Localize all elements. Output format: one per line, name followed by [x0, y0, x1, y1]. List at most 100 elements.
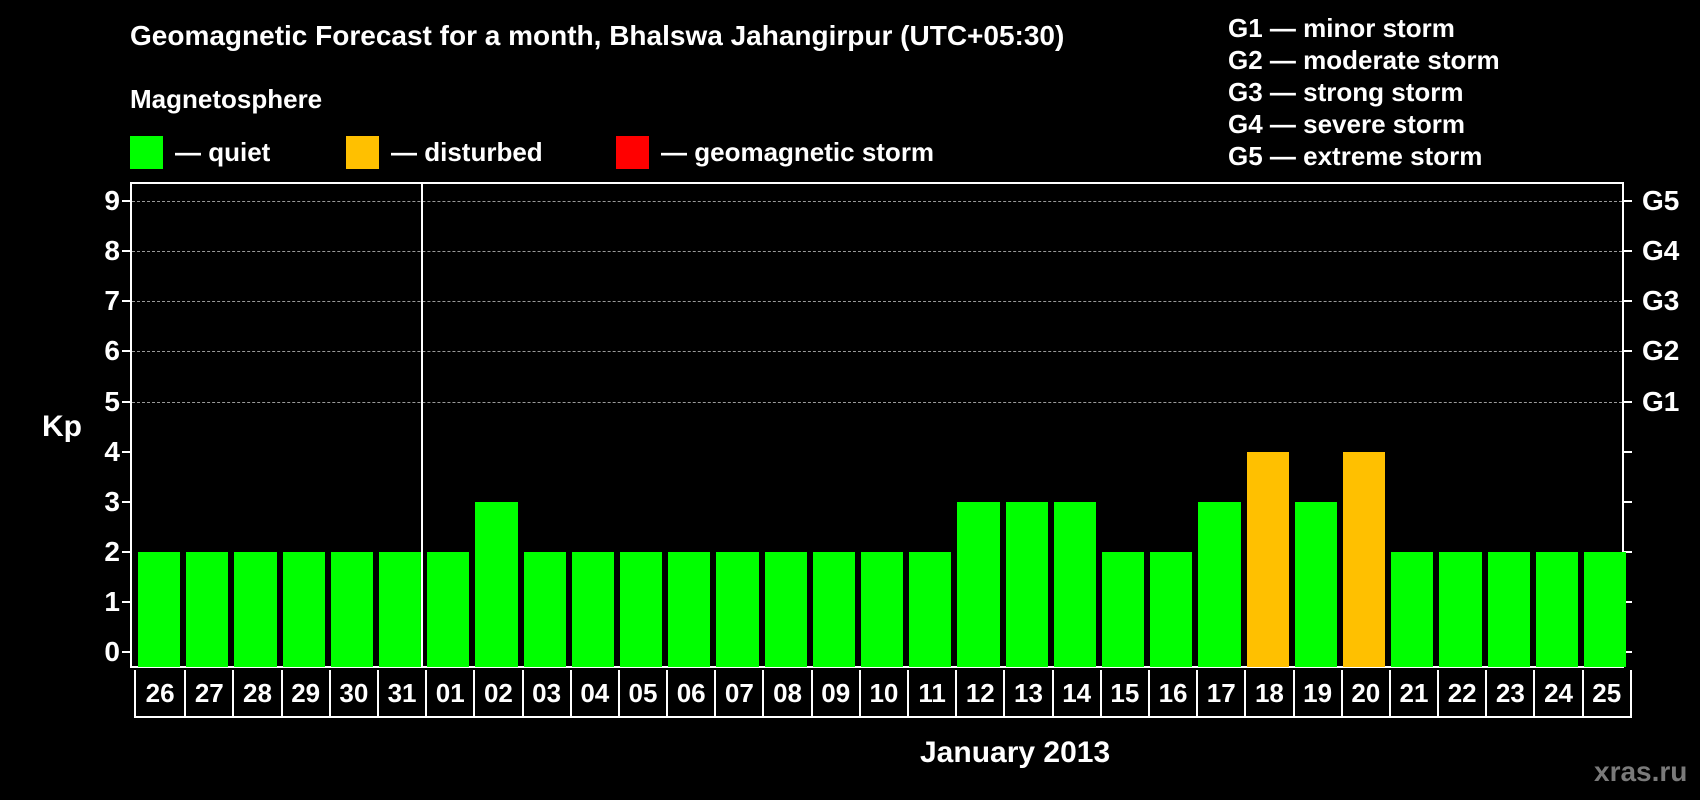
kp-bar: [1005, 501, 1048, 667]
date-label: 20: [1340, 670, 1389, 716]
kp-bar: [523, 551, 566, 667]
date-label: 04: [569, 670, 618, 716]
kp-bar: [475, 501, 518, 667]
kp-bar: [1102, 551, 1145, 667]
kp-bar: [427, 551, 470, 667]
g-scale-label: G4: [1642, 235, 1680, 267]
y-tick-right: [1624, 600, 1632, 603]
y-tick-label: 4: [104, 435, 120, 467]
watermark: xras.ru: [1594, 756, 1688, 787]
date-axis: 26 27 28 29 30 31 01 02 03 04 05 06 07 08 09 10 11 12 13 14…: [134, 670, 1633, 718]
kp-bar: [138, 551, 181, 667]
date-label: 31: [376, 670, 425, 716]
kp-bar: [1343, 451, 1386, 667]
kp-bar: [764, 551, 807, 667]
date-label: 02: [473, 670, 521, 716]
gridline: [132, 351, 1622, 353]
kp-bar: [909, 551, 952, 667]
y-tick-right: [1624, 500, 1632, 503]
date-label: 09: [810, 670, 859, 716]
kp-bar: [1535, 551, 1578, 667]
date-label: 13: [1003, 670, 1051, 716]
y-tick-right: [1624, 450, 1632, 453]
g-scale-label: G1: [1642, 385, 1680, 417]
y-tick-label: 6: [104, 335, 120, 367]
y-tick-label: 2: [104, 535, 120, 567]
kp-bar: [1584, 551, 1627, 667]
date-label: 05: [617, 670, 666, 716]
quiet-swatch-icon: [130, 135, 163, 169]
date-label: 24: [1533, 670, 1581, 716]
y-tick-right: [1624, 400, 1632, 403]
date-label: 08: [762, 670, 810, 716]
date-label: 28: [232, 670, 280, 716]
gridline: [132, 301, 1622, 303]
date-label: 07: [714, 670, 762, 716]
chart-title: Geomagnetic Forecast for a month, Bhalsw…: [130, 20, 1065, 51]
date-label: 22: [1437, 670, 1485, 716]
kp-bar: [186, 551, 229, 667]
date-label: 21: [1388, 670, 1437, 716]
kp-bar: [1198, 501, 1241, 667]
storm-levels-legend: G1 — minor storm G2 — moderate storm G3 …: [1228, 12, 1500, 172]
kp-bar: [1439, 551, 1482, 667]
gridline: [132, 201, 1622, 203]
date-label: 19: [1292, 670, 1341, 716]
y-tick-left: [122, 400, 130, 403]
kp-bar: [668, 551, 711, 667]
legend-disturbed: — disturbed: [346, 135, 543, 169]
date-label: 25: [1581, 670, 1630, 716]
y-tick-left: [122, 600, 130, 603]
date-label: 15: [1099, 670, 1148, 716]
y-tick-left: [122, 250, 130, 253]
y-tick-label: 7: [104, 285, 120, 317]
date-label: 12: [955, 670, 1003, 716]
y-tick-label: 5: [104, 385, 120, 417]
date-label: 18: [1244, 670, 1292, 716]
gridline: [132, 401, 1622, 403]
date-label: 06: [666, 670, 714, 716]
disturbed-swatch-icon: [346, 135, 379, 169]
storm-level-g4: G4 — severe storm: [1228, 109, 1466, 139]
date-label: 14: [1051, 670, 1100, 716]
kp-bar: [1487, 551, 1530, 667]
date-label: 23: [1485, 670, 1533, 716]
date-label: 16: [1147, 670, 1196, 716]
kp-bar: [1391, 551, 1434, 667]
storm-swatch-icon: [616, 135, 649, 169]
y-tick-right: [1624, 250, 1632, 253]
storm-level-g2: G2 — moderate storm: [1228, 45, 1500, 75]
storm-level-g1: G1 — minor storm: [1228, 13, 1455, 43]
date-label: 26: [145, 677, 175, 708]
kp-bar: [330, 551, 373, 667]
y-tick-label: 9: [104, 185, 120, 217]
y-tick-label: 1: [104, 585, 120, 617]
kp-bar: [1294, 501, 1337, 667]
kp-bar: [234, 551, 277, 667]
y-tick-left: [122, 350, 130, 353]
y-tick-right: [1624, 350, 1632, 353]
y-tick-left: [122, 450, 130, 453]
y-tick-right: [1624, 300, 1632, 303]
date-label: 11: [907, 670, 955, 716]
kp-bar: [282, 551, 325, 667]
date-label: 27: [184, 670, 232, 716]
date-label: 01: [425, 670, 473, 716]
gridline: [132, 251, 1622, 253]
kp-bar: [861, 551, 904, 667]
kp-bar: [1246, 451, 1289, 667]
g-scale-label: G2: [1642, 335, 1680, 367]
kp-bar: [571, 551, 614, 667]
y-tick-label: 8: [104, 235, 120, 267]
plot-area: [130, 182, 1624, 668]
kp-bar: [957, 501, 1000, 667]
kp-bar: [620, 551, 663, 667]
y-axis-label: Kp: [42, 410, 82, 443]
kp-bar: [716, 551, 759, 667]
g-scale-label: G5: [1642, 185, 1680, 217]
date-label: 03: [521, 670, 570, 716]
kp-bar: [1053, 501, 1096, 667]
g-scale-label: G3: [1642, 285, 1680, 317]
date-label: 29: [280, 670, 329, 716]
magnetosphere-label: Magnetosphere: [130, 84, 323, 114]
